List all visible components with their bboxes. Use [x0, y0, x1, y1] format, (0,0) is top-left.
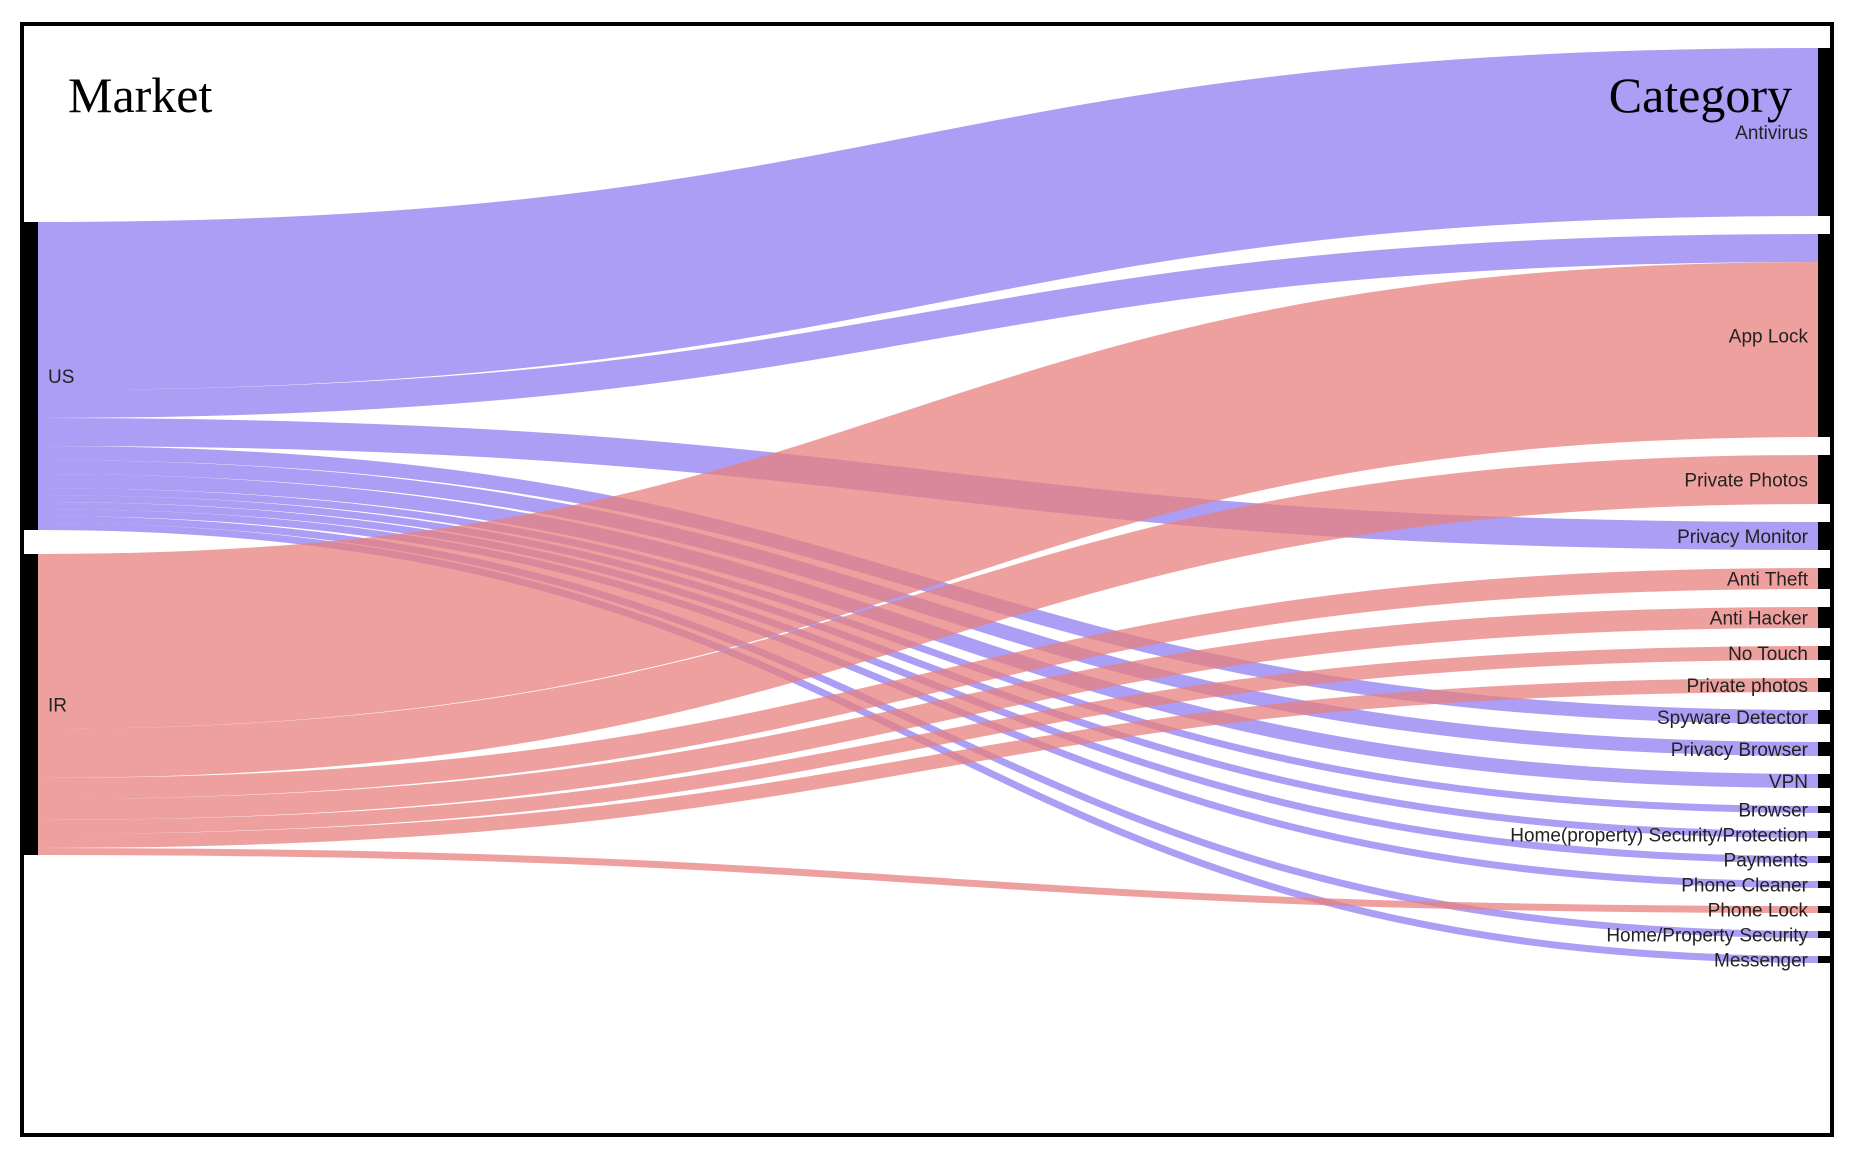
node-private-photos — [1818, 455, 1830, 504]
node-ir — [24, 554, 38, 855]
node-app-lock — [1818, 234, 1830, 437]
sankey-labels: US IR Antivirus App Lock Private Photos Priva… — [48, 123, 1809, 972]
link-us-home-property-security-protection — [37, 495, 1819, 838]
node-home-property-security-protection — [1818, 831, 1830, 838]
node-label-no-touch: No Touch — [1728, 644, 1808, 665]
node-messenger — [1818, 956, 1830, 963]
node-label-browser: Browser — [1738, 801, 1808, 822]
node-phone-cleaner — [1818, 881, 1830, 888]
node-us — [24, 222, 38, 530]
link-ir-phone-lock — [37, 848, 1819, 913]
node-label-antivirus: Antivirus — [1735, 123, 1808, 144]
sankey-diagram: US IR Antivirus App Lock Private Photos Priva… — [24, 48, 1830, 972]
chart-frame: US IR Antivirus App Lock Private Photos Priva… — [20, 22, 1834, 1137]
node-label-payments: Payments — [1724, 851, 1808, 872]
link-ir-private-photos — [37, 678, 1819, 848]
node-label-private-photos: Private photos — [1687, 676, 1808, 697]
node-privacy-browser — [1818, 742, 1830, 756]
node-label-privacy-monitor: Privacy Monitor — [1677, 527, 1809, 548]
node-home-property-security — [1818, 931, 1830, 938]
source-column-title: Market — [68, 67, 213, 123]
node-payments — [1818, 856, 1830, 863]
link-ir-no-touch — [37, 646, 1819, 834]
node-spyware-detector — [1818, 710, 1830, 724]
node-label-spyware-detector: Spyware Detector — [1657, 708, 1809, 729]
node-antivirus — [1818, 48, 1830, 216]
sankey-links — [37, 48, 1819, 963]
node-phone-lock — [1818, 906, 1830, 913]
link-us-antivirus — [37, 48, 1819, 390]
node-private-photos — [1818, 678, 1830, 692]
node-label-private-photos: Private Photos — [1684, 471, 1808, 492]
node-no-touch — [1818, 646, 1830, 660]
target-column-title: Category — [1608, 67, 1792, 123]
node-label-anti-hacker: Anti Hacker — [1710, 609, 1809, 630]
node-label-privacy-browser: Privacy Browser — [1671, 740, 1809, 761]
node-label-home-property-security: Home/Property Security — [1606, 926, 1808, 947]
node-browser — [1818, 806, 1830, 813]
link-ir-private-photos — [37, 455, 1819, 778]
node-label-us: US — [48, 367, 74, 388]
link-ir-anti-theft — [37, 568, 1819, 799]
node-anti-hacker — [1818, 607, 1830, 628]
node-label-home-property-security-protection: Home(property) Security/Protection — [1510, 826, 1808, 847]
node-vpn — [1818, 774, 1830, 788]
sankey-nodes — [24, 48, 1830, 963]
link-us-browser — [37, 488, 1819, 813]
link-ir-app-lock — [37, 262, 1819, 729]
node-label-ir: IR — [48, 696, 67, 717]
node-label-phone-lock: Phone Lock — [1708, 901, 1809, 922]
link-ir-anti-hacker — [37, 607, 1819, 820]
node-label-anti-theft: Anti Theft — [1727, 570, 1809, 591]
node-label-app-lock: App Lock — [1729, 327, 1809, 348]
node-anti-theft — [1818, 568, 1830, 589]
node-label-phone-cleaner: Phone Cleaner — [1681, 876, 1808, 897]
node-label-vpn: VPN — [1769, 772, 1808, 793]
node-label-messenger: Messenger — [1714, 951, 1809, 972]
node-privacy-monitor — [1818, 522, 1830, 550]
link-us-app-lock — [37, 234, 1819, 418]
